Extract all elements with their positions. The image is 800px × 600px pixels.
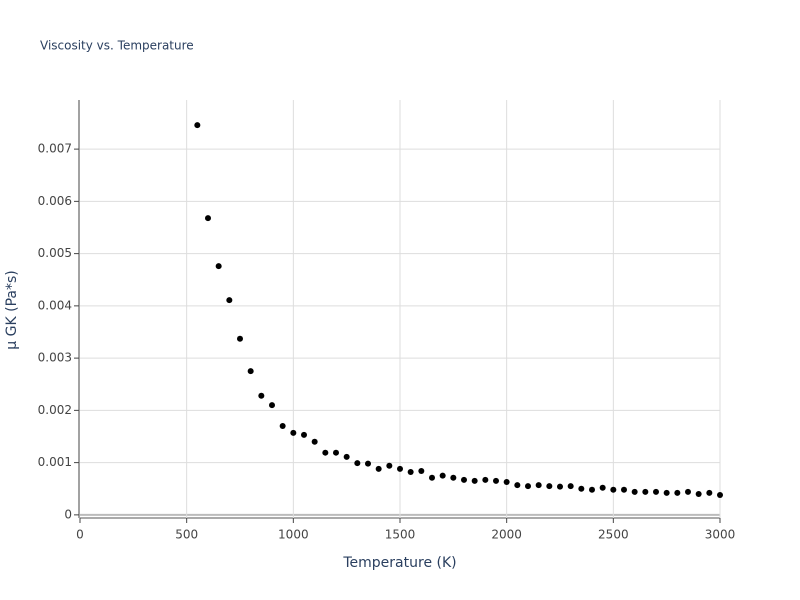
- y-tick-label: 0.007: [38, 142, 72, 156]
- x-tick-label: 1500: [385, 528, 416, 542]
- point: [557, 483, 563, 490]
- point: [429, 474, 435, 481]
- point: [589, 486, 595, 493]
- point: [610, 486, 617, 493]
- point: [279, 423, 286, 430]
- point: [471, 477, 478, 484]
- x-tick-label: 0: [76, 528, 84, 542]
- point: [269, 402, 275, 409]
- point: [194, 122, 201, 129]
- x-tick-label: 1000: [278, 528, 309, 542]
- point: [354, 460, 361, 467]
- y-tick-label: 0.003: [38, 351, 72, 365]
- point: [621, 486, 627, 493]
- point: [237, 335, 243, 342]
- point: [493, 477, 499, 484]
- point: [450, 474, 457, 481]
- point: [663, 489, 670, 496]
- point: [599, 484, 606, 491]
- point: [482, 476, 489, 483]
- point: [631, 488, 638, 495]
- point: [514, 482, 521, 489]
- point: [567, 483, 574, 490]
- y-tick-label: 0.001: [38, 455, 72, 469]
- x-tick-label: 3000: [705, 528, 736, 542]
- point: [525, 483, 531, 490]
- point: [535, 482, 542, 489]
- y-tick-label: 0.005: [38, 246, 72, 260]
- point: [375, 465, 382, 472]
- point: [674, 489, 681, 496]
- point: [205, 215, 211, 222]
- point: [642, 488, 649, 495]
- point: [290, 429, 297, 436]
- x-tick-label: 2000: [491, 528, 522, 542]
- point: [322, 449, 329, 456]
- point: [578, 485, 585, 492]
- y-tick-label: 0: [64, 507, 72, 521]
- y-tick-label: 0.006: [38, 194, 72, 208]
- point: [365, 460, 371, 467]
- x-axis-title: Temperature (K): [342, 555, 456, 571]
- point: [407, 469, 414, 476]
- point: [717, 492, 723, 499]
- point: [418, 467, 425, 474]
- point: [215, 263, 222, 270]
- point: [546, 483, 553, 490]
- point: [226, 297, 233, 304]
- point: [386, 462, 393, 469]
- point: [333, 449, 339, 456]
- point: [706, 489, 713, 496]
- y-tick-label: 0.002: [38, 403, 72, 417]
- x-tick-label: 500: [175, 528, 198, 542]
- chart-title: Viscosity vs. Temperature: [40, 39, 194, 53]
- point: [301, 431, 307, 438]
- y-tick-label: 0.004: [38, 298, 72, 312]
- point: [461, 476, 467, 483]
- point: [397, 465, 403, 472]
- point: [258, 392, 265, 399]
- point: [695, 490, 702, 497]
- point: [343, 453, 350, 460]
- point: [653, 488, 659, 495]
- point: [503, 478, 510, 485]
- point: [247, 368, 254, 375]
- point: [439, 472, 446, 479]
- x-tick-label: 2500: [598, 528, 629, 542]
- point: [311, 438, 318, 445]
- y-axis-title: μ GK (Pa*s): [4, 270, 20, 349]
- point: [685, 488, 691, 495]
